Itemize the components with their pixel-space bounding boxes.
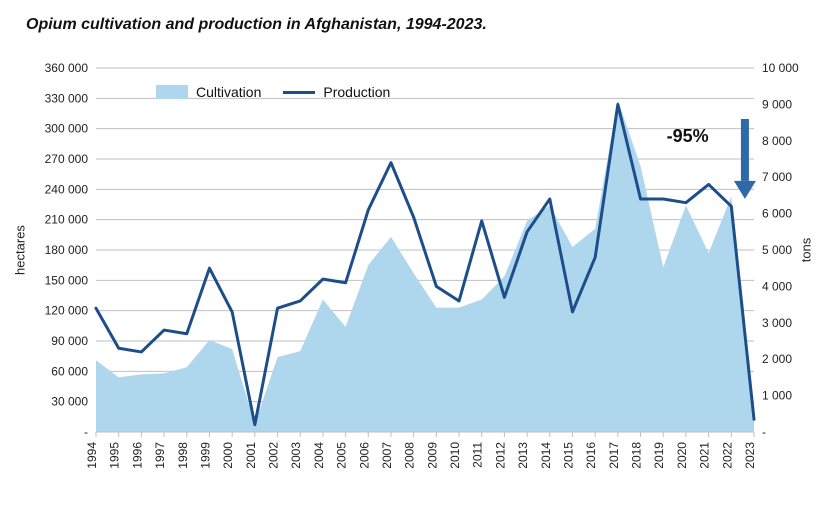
svg-text:2014: 2014 (539, 442, 553, 469)
legend-item-production: Production (283, 84, 390, 100)
svg-text:1997: 1997 (153, 442, 167, 469)
right-axis-label: tons (799, 238, 814, 263)
chart-container: - 30 000 60 000 90 000 120 000 150 000 180 000… (26, 52, 804, 502)
left-axis-label: hectares (13, 225, 28, 275)
svg-text:2001: 2001 (244, 442, 258, 469)
svg-text:2019: 2019 (652, 442, 666, 469)
svg-text:30 000: 30 000 (51, 395, 88, 409)
svg-text:2022: 2022 (720, 442, 734, 469)
svg-text:9 000: 9 000 (762, 97, 792, 111)
svg-text:150 000: 150 000 (45, 273, 89, 287)
svg-text:2023: 2023 (743, 442, 757, 469)
svg-text:180 000: 180 000 (45, 243, 89, 257)
svg-text:2006: 2006 (357, 442, 371, 469)
legend-swatch-area (156, 85, 188, 99)
svg-text:1999: 1999 (198, 442, 212, 469)
svg-text:2013: 2013 (516, 442, 530, 469)
svg-text:2004: 2004 (312, 442, 326, 469)
svg-text:2002: 2002 (267, 442, 281, 469)
svg-text:-: - (84, 425, 88, 439)
svg-text:6 000: 6 000 (762, 207, 792, 221)
svg-text:2000: 2000 (221, 442, 235, 469)
svg-text:3 000: 3 000 (762, 316, 792, 330)
svg-text:2 000: 2 000 (762, 352, 792, 366)
legend-label-production: Production (323, 84, 390, 100)
legend-label-cultivation: Cultivation (196, 84, 261, 100)
svg-text:240 000: 240 000 (45, 182, 89, 196)
svg-text:2020: 2020 (675, 442, 689, 469)
svg-text:1998: 1998 (176, 442, 190, 469)
svg-text:10 000: 10 000 (762, 61, 799, 75)
svg-text:2015: 2015 (561, 442, 575, 469)
svg-text:210 000: 210 000 (45, 213, 89, 227)
svg-text:60 000: 60 000 (51, 364, 88, 378)
svg-text:7 000: 7 000 (762, 170, 792, 184)
legend: Cultivation Production (156, 84, 390, 100)
svg-text:2021: 2021 (698, 442, 712, 469)
svg-text:90 000: 90 000 (51, 334, 88, 348)
annotation-text: -95% (667, 126, 709, 147)
svg-text:2003: 2003 (289, 442, 303, 469)
svg-text:8 000: 8 000 (762, 134, 792, 148)
svg-text:1 000: 1 000 (762, 389, 792, 403)
chart-title: Opium cultivation and production in Afgh… (26, 16, 487, 34)
svg-text:2008: 2008 (403, 442, 417, 469)
chart-svg: - 30 000 60 000 90 000 120 000 150 000 180 000… (26, 52, 804, 502)
svg-text:2007: 2007 (380, 442, 394, 469)
svg-text:2018: 2018 (630, 442, 644, 469)
legend-swatch-line (283, 91, 315, 94)
svg-text:4 000: 4 000 (762, 279, 792, 293)
svg-text:-: - (762, 425, 766, 439)
svg-text:2009: 2009 (425, 442, 439, 469)
svg-text:2016: 2016 (584, 442, 598, 469)
svg-text:360 000: 360 000 (45, 61, 89, 75)
svg-text:270 000: 270 000 (45, 152, 89, 166)
svg-text:2017: 2017 (607, 442, 621, 469)
svg-text:5 000: 5 000 (762, 243, 792, 257)
svg-text:2012: 2012 (493, 442, 507, 469)
legend-item-cultivation: Cultivation (156, 84, 261, 100)
svg-text:2011: 2011 (471, 442, 485, 468)
svg-text:1995: 1995 (108, 442, 122, 469)
svg-text:300 000: 300 000 (45, 122, 89, 136)
svg-text:1994: 1994 (85, 442, 99, 469)
svg-text:2005: 2005 (335, 442, 349, 469)
svg-text:2010: 2010 (448, 442, 462, 469)
svg-text:330 000: 330 000 (45, 91, 89, 105)
svg-text:1996: 1996 (130, 442, 144, 469)
svg-text:120 000: 120 000 (45, 304, 89, 318)
